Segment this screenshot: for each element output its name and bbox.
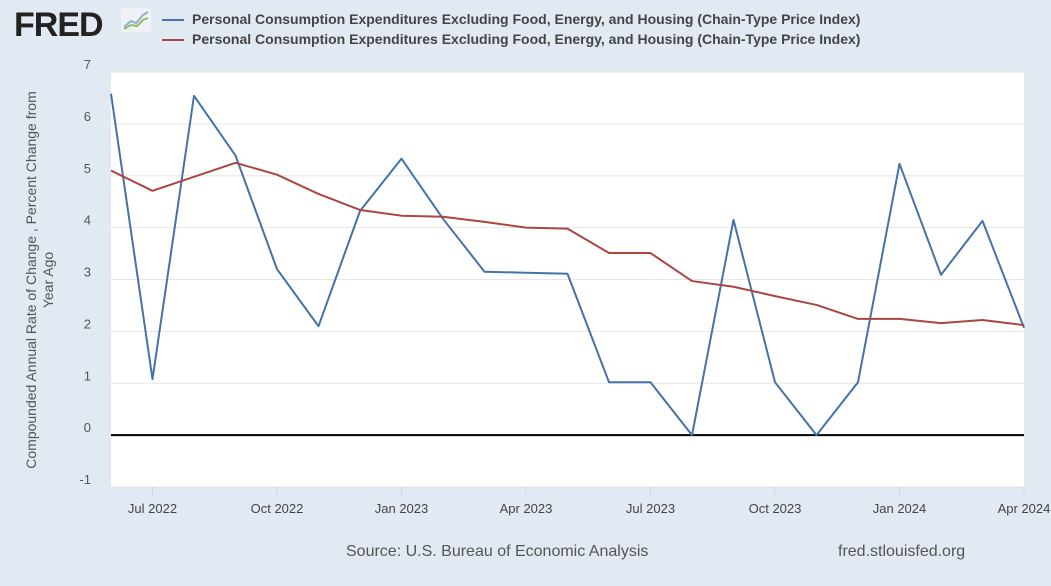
x-tick-label: Jan 2023 [375,501,429,516]
y-tick-label: 3 [84,265,91,280]
series-line-2 [110,161,1025,327]
legend-swatch-red [162,39,184,42]
x-tick-label: Apr 2024 [998,501,1051,516]
fred-link[interactable]: fred.stlouisfed.org [838,543,966,560]
source-text: Source: U.S. Bureau of Economic Analysis [346,543,649,560]
legend-swatch-blue [162,19,184,22]
y-axis-label: Compounded Annual Rate of Change , Perce… [23,91,56,468]
y-tick-label: -1 [79,472,91,487]
fred-logo: FRED [14,6,104,44]
x-tick-label: Jul 2023 [626,501,675,516]
y-tick-label: 2 [84,316,91,331]
y-tick-label: 4 [84,213,91,228]
x-tick-label: Jul 2022 [128,501,177,516]
y-tick-label: 6 [84,109,91,124]
y-tick-label: 0 [84,420,91,435]
x-tick-label: Oct 2023 [749,501,802,516]
x-tick-label: Oct 2022 [251,501,304,516]
y-tick-label: 7 [84,57,91,72]
legend-label: Personal Consumption Expenditures Exclud… [192,31,861,47]
x-tick-label: Jan 2024 [873,501,927,516]
series-line-1 [110,93,1025,437]
legend-label: Personal Consumption Expenditures Exclud… [192,11,861,27]
fred-logo-graph-icon [121,8,151,32]
legend-item-2[interactable]: Personal Consumption Expenditures Exclud… [162,31,860,47]
legend-item-1[interactable]: Personal Consumption Expenditures Exclud… [162,11,860,27]
y-tick-label: 1 [84,368,91,383]
x-tick-label: Apr 2023 [500,501,553,516]
y-tick-label: 5 [84,161,91,176]
